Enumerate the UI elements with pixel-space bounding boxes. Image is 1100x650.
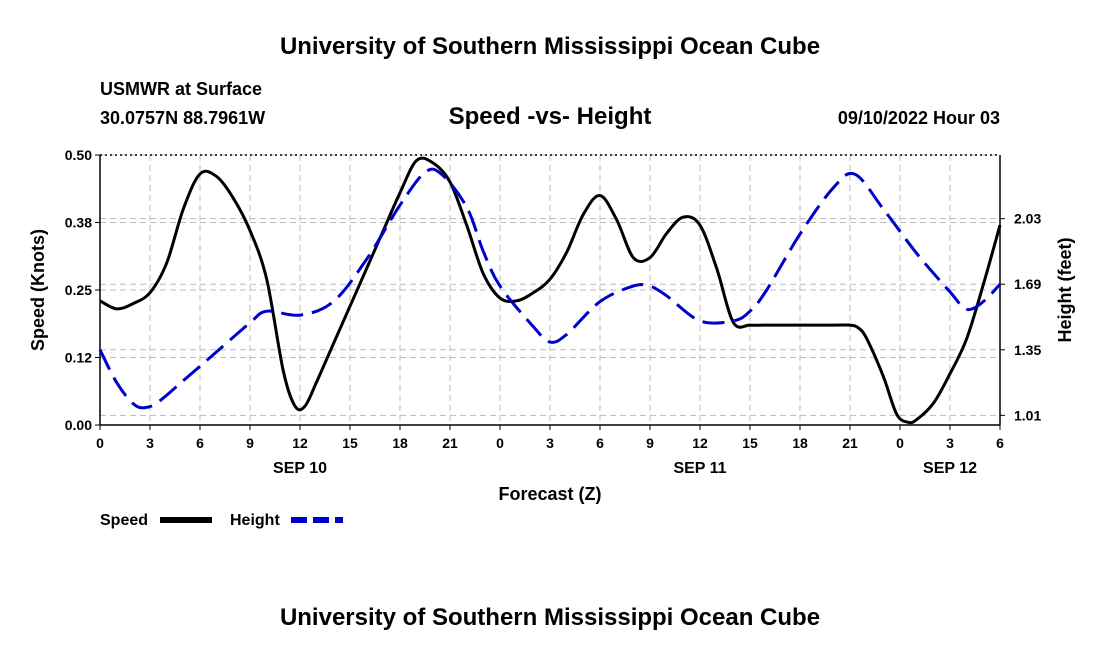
grid-lines [99, 154, 1001, 426]
station-coordinates: 30.0757N 88.7961W [100, 108, 265, 128]
date-label: SEP 10 [273, 460, 327, 477]
chart-title: Speed -vs- Height [449, 103, 652, 130]
x-tick-label: 0 [96, 435, 104, 451]
x-tick-label: 6 [596, 435, 604, 451]
x-axis-label: Forecast (Z) [498, 484, 601, 504]
y-tick-label: 0.12 [65, 350, 92, 366]
footer-title: University of Southern Mississippi Ocean… [280, 604, 820, 631]
y-axis-label: Speed (Knots) [28, 229, 48, 351]
date-label: SEP 11 [673, 460, 726, 477]
x-tick-label: 21 [442, 435, 458, 451]
x-tick-label: 3 [146, 435, 154, 451]
y-tick-label: 0.00 [65, 417, 92, 433]
legend-speed-label: Speed [100, 512, 148, 529]
y2-axis-ticks: 1.01 1.35 1.69 2.03 [1000, 211, 1041, 423]
y2-tick-label: 1.69 [1014, 276, 1041, 292]
date-labels: SEP 10 SEP 11 SEP 12 [273, 460, 977, 477]
x-tick-label: 12 [692, 435, 708, 451]
page-title: University of Southern Mississippi Ocean… [280, 33, 820, 60]
x-tick-label: 9 [246, 435, 254, 451]
y2-tick-label: 2.03 [1014, 211, 1041, 227]
x-tick-label: 6 [996, 435, 1004, 451]
station-label: USMWR at Surface [100, 79, 262, 99]
legend: Speed Height [100, 512, 343, 529]
y2-tick-label: 1.35 [1014, 342, 1041, 358]
y-axis-ticks: 0.00 0.12 0.25 0.38 0.50 [65, 147, 100, 433]
x-tick-label: 18 [392, 435, 408, 451]
x-tick-label: 0 [496, 435, 504, 451]
x-tick-label: 15 [742, 435, 758, 451]
x-tick-label: 6 [196, 435, 204, 451]
y2-axis-label: Height (feet) [1055, 238, 1075, 343]
x-tick-label: 15 [342, 435, 358, 451]
x-tick-label: 0 [896, 435, 904, 451]
x-tick-label: 18 [792, 435, 808, 451]
series-line-speed [99, 156, 1002, 425]
x-axis-ticks: 0 3 6 9 12 15 18 21 0 3 6 9 12 15 18 21 0 3 6 [96, 425, 1004, 451]
y-tick-label: 0.38 [65, 215, 92, 231]
x-tick-label: 21 [842, 435, 858, 451]
legend-height-label: Height [230, 512, 280, 529]
series-lines [98, 156, 1002, 425]
x-tick-label: 3 [546, 435, 554, 451]
forecast-datetime: 09/10/2022 Hour 03 [838, 108, 1000, 128]
date-label: SEP 12 [923, 460, 977, 477]
series-line-height [98, 167, 1002, 410]
y2-tick-label: 1.01 [1014, 407, 1041, 423]
y-tick-label: 0.50 [65, 147, 92, 163]
x-tick-label: 12 [292, 435, 308, 451]
x-tick-label: 9 [646, 435, 654, 451]
x-tick-label: 3 [946, 435, 954, 451]
y-tick-label: 0.25 [65, 282, 92, 298]
